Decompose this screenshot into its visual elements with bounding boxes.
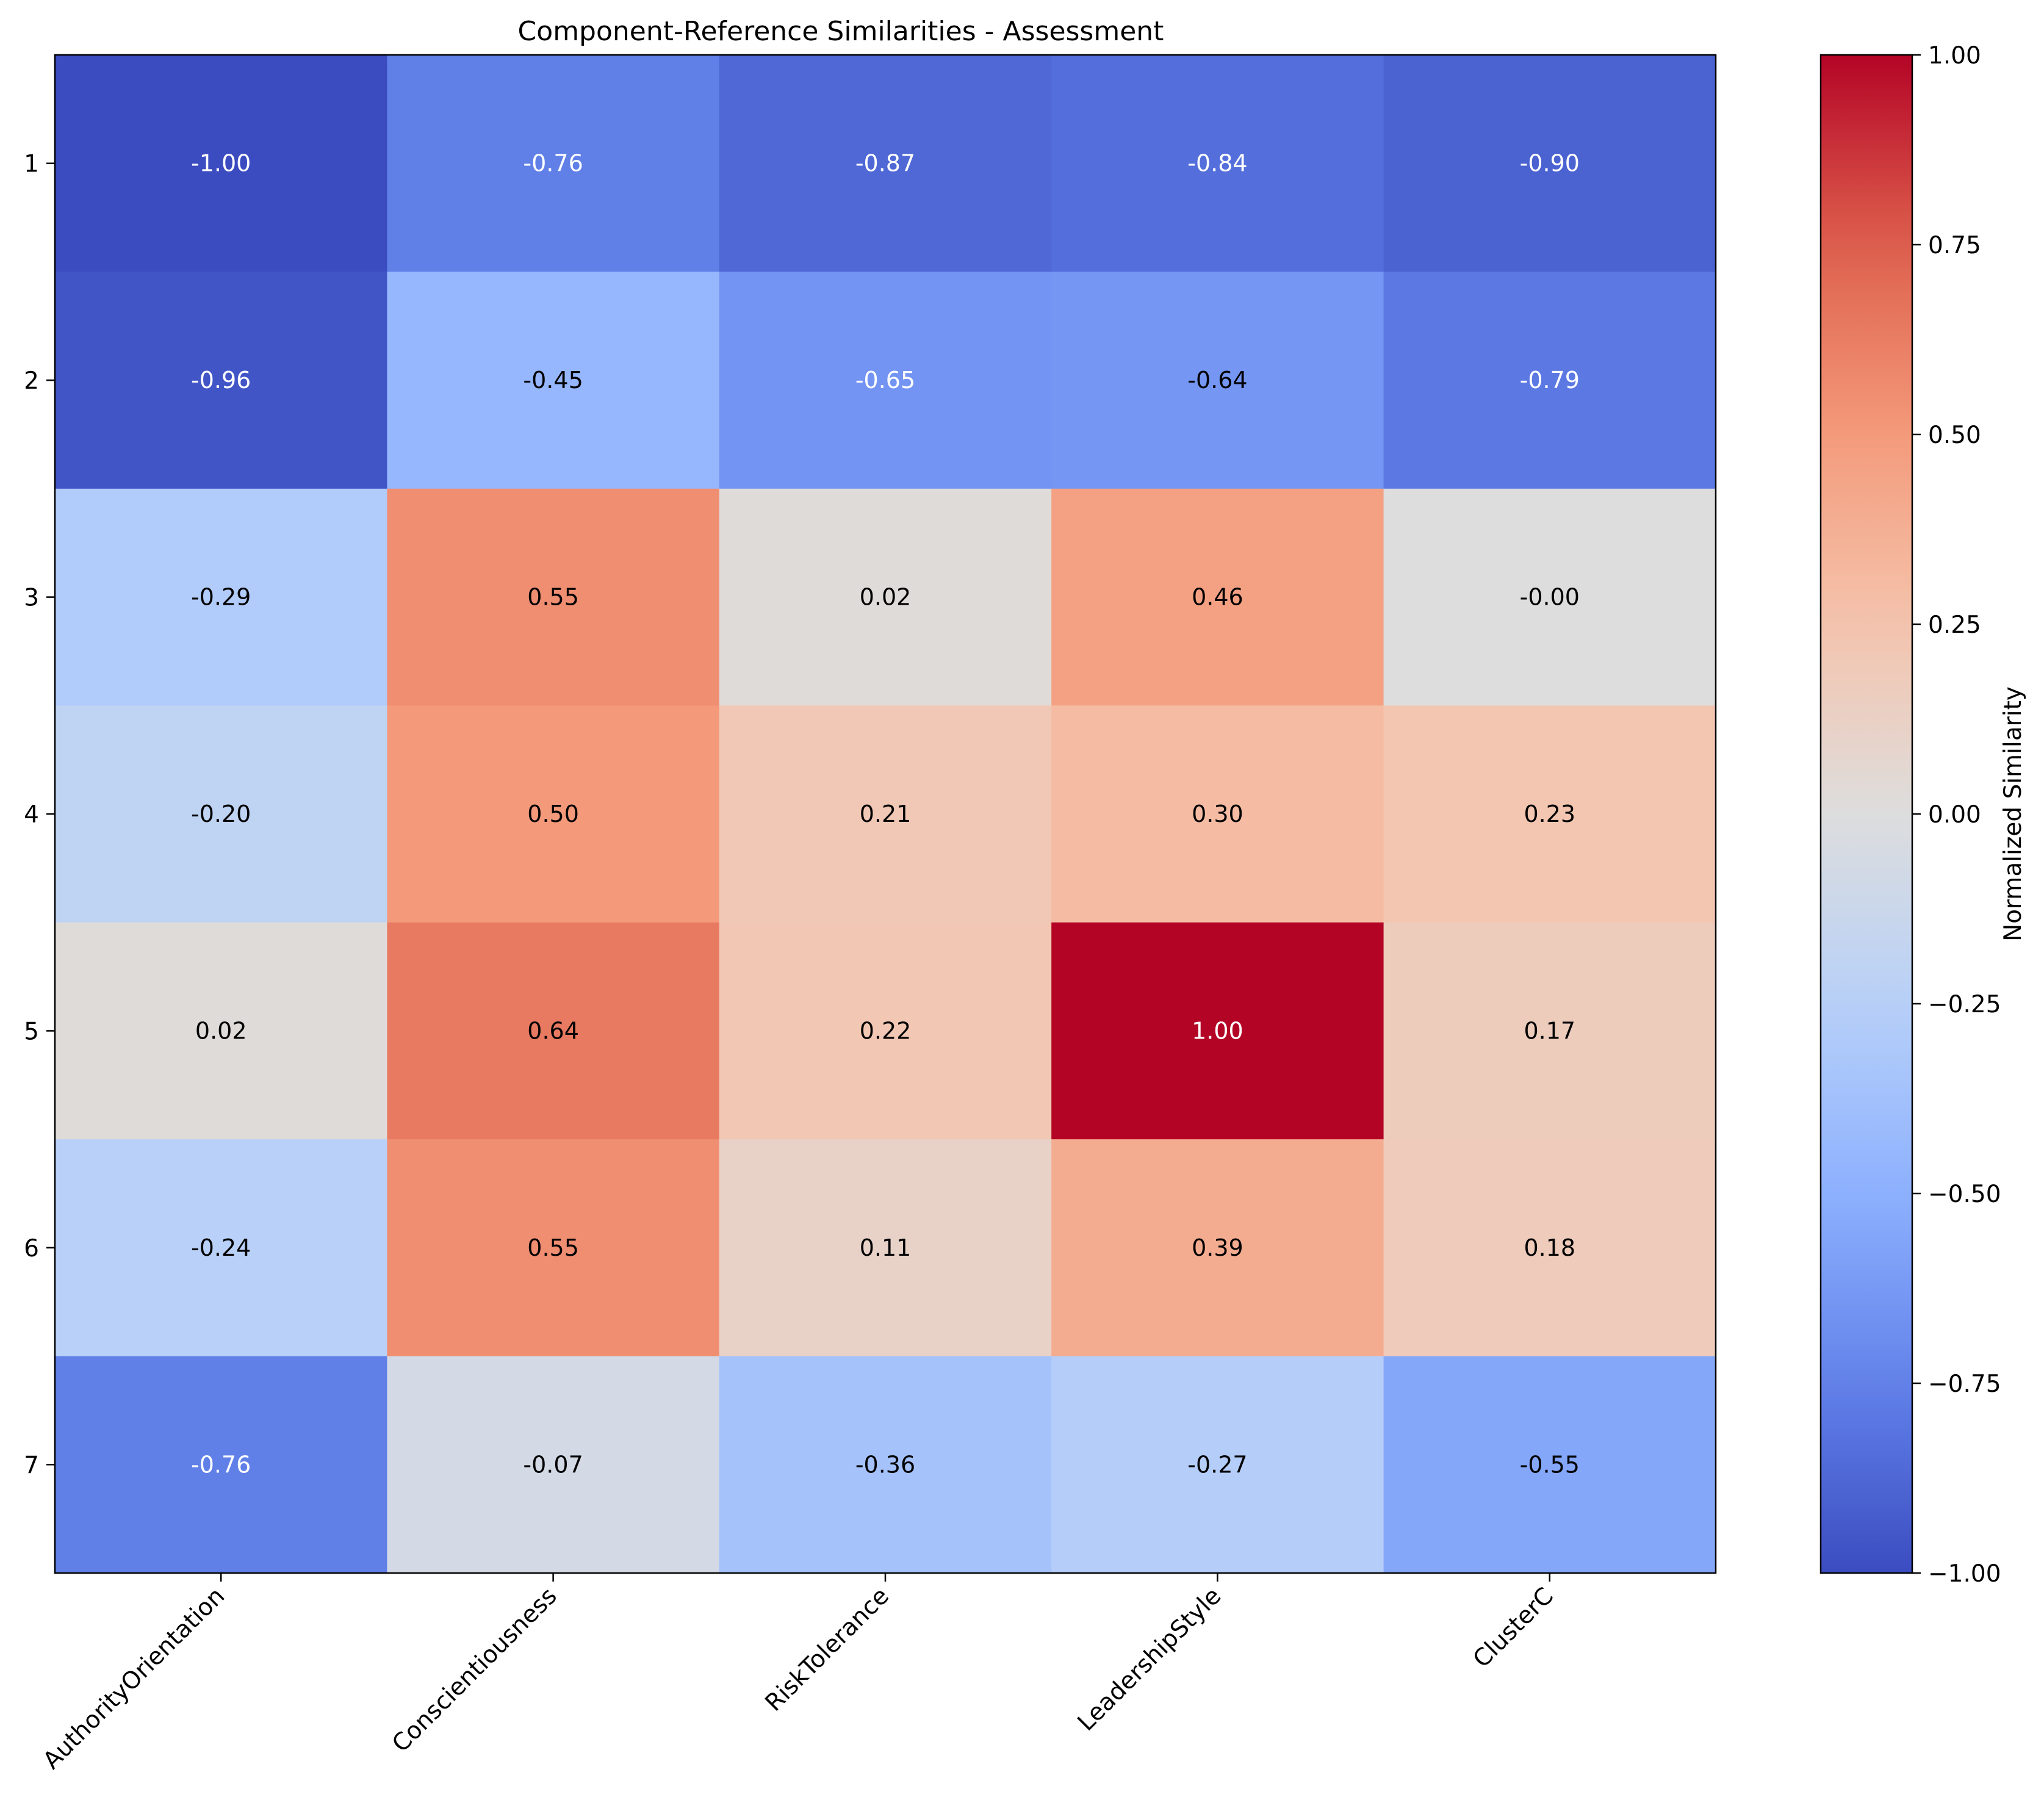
cell-value-label: -0.64 — [1187, 367, 1247, 394]
heatmap-cell — [719, 705, 1052, 923]
colorbar-label: Normalized Similarity — [1999, 686, 2027, 942]
heatmap-cell — [1051, 1356, 1384, 1574]
colorbar-tick-label: 0.00 — [1928, 801, 1981, 829]
heatmap-value-labels: -1.00 -0.76 -0.87 -0.84 -0.90 -0.96 -0.45 -0.65… — [191, 150, 1580, 1478]
cell-value-label: 0.11 — [860, 1234, 912, 1261]
cell-value-label: 0.18 — [1524, 1234, 1575, 1261]
cell-value-label: -0.90 — [1520, 150, 1580, 177]
colorbar-ticks: −1.00 −0.75 −0.50 −0.25 0.00 0.25 0.50 0.75 1.00 — [1912, 42, 2001, 1588]
heatmap-cell — [55, 705, 387, 923]
heatmap-cell — [387, 55, 720, 272]
heatmap-cell — [1383, 705, 1716, 923]
colorbar-tick-label: 1.00 — [1928, 42, 1981, 70]
heatmap-cell — [1051, 272, 1384, 489]
cell-value-label: 0.55 — [527, 584, 579, 611]
cell-value-label: 0.64 — [527, 1017, 579, 1044]
cell-value-label: -0.76 — [191, 1451, 251, 1478]
y-tick-label: 2 — [24, 367, 39, 395]
heatmap-cell — [1051, 488, 1384, 706]
heatmap-cell — [55, 922, 387, 1140]
cell-value-label: -0.07 — [523, 1451, 583, 1478]
cell-value-label: -0.36 — [855, 1451, 915, 1478]
colorbar-tick-label: −0.75 — [1928, 1370, 2001, 1398]
cell-value-label: -0.27 — [1187, 1451, 1247, 1478]
heatmap-cell — [387, 705, 720, 923]
heatmap-cell — [387, 922, 720, 1140]
cell-value-label: -0.79 — [1520, 367, 1580, 394]
heatmap-cell — [1383, 272, 1716, 489]
colorbar-tick-label: −0.25 — [1928, 991, 2001, 1018]
y-tick-label: 5 — [24, 1018, 39, 1045]
y-tick-label: 3 — [24, 585, 39, 612]
heatmap-cell — [1383, 922, 1716, 1140]
heatmap-cell — [1383, 1139, 1716, 1357]
heatmap-cell — [387, 1356, 720, 1574]
cell-value-label: -1.00 — [191, 150, 251, 177]
heatmap-cell — [55, 1139, 387, 1357]
cell-value-label: -0.20 — [191, 801, 251, 827]
cell-value-label: 1.00 — [1192, 1017, 1243, 1044]
cell-value-label: 0.22 — [860, 1017, 912, 1044]
heatmap-cell — [55, 488, 387, 706]
cell-value-label: 0.02 — [195, 1017, 247, 1044]
y-tick-label: 7 — [24, 1452, 39, 1479]
heatmap-cell — [719, 272, 1052, 489]
cell-value-label: 0.23 — [1524, 801, 1575, 827]
colorbar: −1.00 −0.75 −0.50 −0.25 0.00 0.25 0.50 0.75 1.00… — [1819, 42, 2027, 1588]
y-tick-label: 6 — [24, 1235, 39, 1262]
heatmap-cell — [719, 922, 1052, 1140]
cell-value-label: -0.00 — [1520, 584, 1580, 611]
heatmap-cell — [1051, 1139, 1384, 1357]
cell-value-label: -0.24 — [191, 1234, 251, 1261]
cell-value-label: 0.46 — [1192, 584, 1243, 611]
cell-value-label: 0.21 — [860, 801, 912, 827]
heatmap-cell — [387, 488, 720, 706]
y-tick-label: 4 — [24, 801, 39, 829]
heatmap-cell — [55, 55, 387, 272]
cell-value-label: 0.55 — [527, 1234, 579, 1261]
cell-value-label: -0.65 — [855, 367, 915, 394]
heatmap-cell — [387, 1139, 720, 1357]
heatmap-cells — [55, 55, 1716, 1574]
heatmap-cell — [55, 1356, 387, 1574]
heatmap-cell — [719, 1356, 1052, 1574]
chart-title: Component-Reference Similarities - Asses… — [518, 16, 1164, 47]
heatmap-cell — [1051, 922, 1384, 1140]
colorbar-tick-label: −0.50 — [1928, 1181, 2001, 1208]
cell-value-label: -0.84 — [1187, 150, 1247, 177]
cell-value-label: 0.50 — [527, 801, 579, 827]
heatmap-cell — [719, 55, 1052, 272]
heatmap-cell — [1383, 1356, 1716, 1574]
y-axis-ticks: 1 2 3 4 5 6 7 — [24, 151, 55, 1479]
cell-value-label: -0.45 — [523, 367, 583, 394]
cell-value-label: 0.02 — [860, 584, 912, 611]
heatmap-cell — [1383, 488, 1716, 706]
cell-value-label: -0.29 — [191, 584, 251, 611]
cell-value-label: 0.17 — [1524, 1017, 1575, 1044]
colorbar-tick-label: 0.50 — [1928, 422, 1981, 449]
y-tick-label: 1 — [24, 151, 39, 178]
colorbar-tick-label: −1.00 — [1928, 1560, 2001, 1588]
heatmap-cell — [1051, 55, 1384, 272]
plot-frame — [54, 54, 1717, 1574]
cell-value-label: -0.55 — [1520, 1451, 1580, 1478]
heatmap-cell — [719, 488, 1052, 706]
cell-value-label: -0.87 — [855, 150, 915, 177]
cell-value-label: 0.30 — [1192, 801, 1243, 827]
heatmap-cell — [1051, 705, 1384, 923]
heatmap-cell — [55, 272, 387, 489]
colorbar-gradient — [1819, 54, 1913, 1574]
heatmap-cell — [1383, 55, 1716, 272]
heatmap-cell — [719, 1139, 1052, 1357]
cell-value-label: 0.39 — [1192, 1234, 1243, 1261]
colorbar-tick-label: 0.25 — [1928, 611, 1981, 639]
cell-value-label: -0.76 — [523, 150, 583, 177]
heatmap-cell — [387, 272, 720, 489]
colorbar-tick-label: 0.75 — [1928, 232, 1981, 259]
cell-value-label: -0.96 — [191, 367, 251, 394]
